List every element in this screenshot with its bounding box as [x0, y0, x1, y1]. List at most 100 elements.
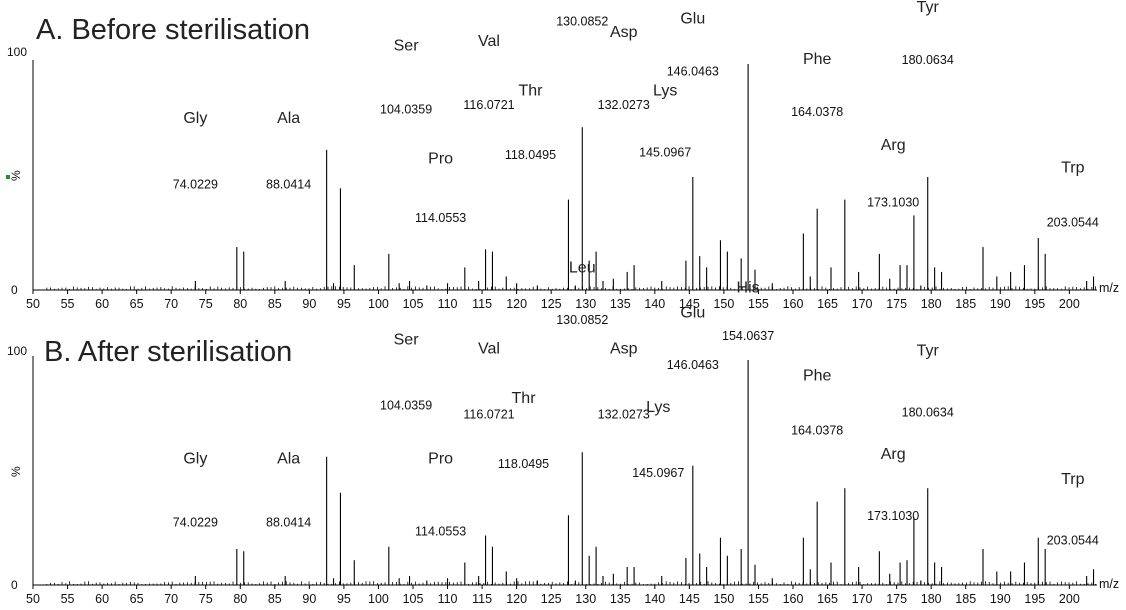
panel-before: A. Before sterilisation 100 0 % m/z Gly 7… — [7, 0, 1119, 311]
x-tick-label: 130 — [575, 297, 596, 311]
y-axis-label: % — [9, 466, 23, 477]
x-tick-group: 50 55 60 65 70 75 80 85 90 95 100 105 110 115 120 125 13… — [26, 290, 1080, 311]
x-tick-label: 95 — [337, 297, 351, 311]
peak-mass-label: 203.0544 — [1047, 534, 1099, 548]
peak-name-label: Asp — [610, 24, 638, 41]
x-tick-group: 50 55 60 65 70 75 80 85 90 95 100 105 110 115 120 125 13… — [26, 585, 1080, 606]
y-tick-100: 100 — [7, 45, 27, 59]
peak-name-label: Gly — [183, 110, 207, 127]
peak-mass-label: 74.0229 — [173, 177, 218, 191]
x-tick-label: 150 — [713, 297, 734, 311]
x-tick-label: 60 — [95, 592, 109, 606]
y-tick-0: 0 — [11, 283, 18, 297]
peak-mass-label: 116.0721 — [463, 98, 514, 112]
x-tick-label: 105 — [403, 297, 424, 311]
peak-name-label: Thr — [512, 390, 537, 407]
peak-mass-label: 173.1030 — [867, 195, 919, 209]
peak-name-label: Lys — [653, 83, 677, 100]
peak-mass-label: 164.0378 — [791, 105, 843, 119]
y-tick-0: 0 — [11, 578, 18, 592]
peak-name-label: Ser — [394, 331, 420, 348]
y-axis-label: % — [9, 170, 23, 181]
peak-mass-label: 164.0378 — [791, 423, 843, 437]
peak-name-label: Pro — [428, 451, 453, 468]
peak-name-label: Trp — [1061, 159, 1085, 176]
peak-mass-label: 146.0463 — [667, 358, 719, 372]
x-tick-label: 155 — [748, 297, 769, 311]
peak-name-label: Val — [478, 33, 500, 50]
peak-name-label: Asp — [610, 340, 638, 357]
peak-mass-label: 145.0967 — [632, 466, 684, 480]
peak-name-label: Phe — [803, 367, 832, 384]
peak-mass-label: 118.0495 — [505, 148, 556, 162]
x-tick-label: 130 — [575, 592, 596, 606]
x-tick-label: 60 — [95, 297, 109, 311]
peak-mass-label: 180.0634 — [902, 53, 954, 67]
peak-mass-label: 104.0359 — [380, 399, 432, 413]
peak-name-label: His — [737, 280, 760, 297]
x-tick-label: 80 — [233, 297, 247, 311]
x-tick-label: 140 — [644, 592, 665, 606]
peak-name-label: Gly — [183, 451, 207, 468]
marker-dot — [6, 175, 10, 179]
peak-name-label: Pro — [428, 150, 453, 167]
peak-name-label: Phe — [803, 51, 832, 68]
peak-mass-label: 104.0359 — [380, 103, 432, 117]
x-tick-label: 185 — [955, 592, 976, 606]
peak-name-label: Val — [478, 340, 500, 357]
panel-title: A. Before sterilisation — [36, 14, 310, 46]
x-tick-label: 85 — [268, 297, 282, 311]
x-tick-label: 65 — [130, 592, 144, 606]
x-tick-label: 80 — [233, 592, 247, 606]
x-tick-label: 75 — [199, 592, 213, 606]
panel-after: B. After sterilisation 100 0 % m/z Gly 74… — [7, 259, 1119, 606]
x-tick-label: 200 — [1059, 592, 1080, 606]
x-tick-label: 140 — [644, 297, 665, 311]
peak-mass-label: 180.0634 — [902, 405, 954, 419]
x-tick-label: 90 — [302, 297, 316, 311]
peak-name-label: Ser — [394, 37, 420, 54]
x-tick-label: 180 — [921, 297, 942, 311]
x-tick-label: 195 — [1024, 592, 1045, 606]
peak-name-label: Glu — [680, 304, 705, 321]
peak-mass-label: 114.0553 — [415, 211, 466, 225]
peak-name-label: Lys — [646, 399, 670, 416]
peak-mass-label: 116.0721 — [463, 408, 514, 422]
x-tick-label: 115 — [472, 297, 492, 311]
x-tick-label: 65 — [130, 297, 144, 311]
peak-name-label: Trp — [1061, 471, 1085, 488]
peak-name-label: Arg — [881, 446, 906, 463]
x-tick-label: 110 — [438, 297, 458, 311]
x-tick-label: 170 — [852, 297, 873, 311]
panel-title: B. After sterilisation — [44, 336, 292, 368]
x-tick-label: 150 — [713, 592, 734, 606]
x-tick-label: 135 — [610, 297, 631, 311]
x-tick-label: 185 — [955, 297, 976, 311]
x-tick-label: 95 — [337, 592, 351, 606]
peak-name-label: Arg — [881, 137, 906, 154]
x-tick-label: 145 — [679, 592, 700, 606]
x-tick-label: 90 — [302, 592, 316, 606]
annotation-group: Gly 74.0229 Ala 88.0414 Ser 104.0359 Pro 114.05… — [173, 0, 1099, 230]
x-tick-label: 145 — [679, 297, 700, 311]
peak-mass-label: 114.0553 — [415, 525, 466, 539]
peak-mass-label: 146.0463 — [667, 64, 719, 78]
x-tick-label: 160 — [783, 592, 804, 606]
baseline-noise — [46, 581, 1097, 585]
x-tick-label: 110 — [438, 592, 458, 606]
baseline-noise — [46, 286, 1097, 290]
peak-mass-label: 132.0273 — [598, 98, 650, 112]
x-tick-label: 160 — [783, 297, 804, 311]
x-tick-label: 50 — [26, 592, 40, 606]
peak-mass-label: 130.0852 — [556, 313, 608, 327]
annotation-group: Gly 74.0229 Ala 88.0414 Ser 104.0359 Pro 114.05… — [173, 259, 1099, 547]
peak-name-label: Ala — [277, 451, 300, 468]
peak-name-label: Thr — [518, 83, 543, 100]
peak-name-label: Ala — [277, 110, 300, 127]
x-tick-label: 120 — [506, 592, 527, 606]
x-tick-label: 155 — [748, 592, 769, 606]
peak-name-label: Tyr — [917, 0, 940, 16]
x-tick-label: 105 — [403, 592, 424, 606]
peaks-group — [194, 64, 1095, 290]
peak-mass-label: 154.0637 — [722, 329, 774, 343]
